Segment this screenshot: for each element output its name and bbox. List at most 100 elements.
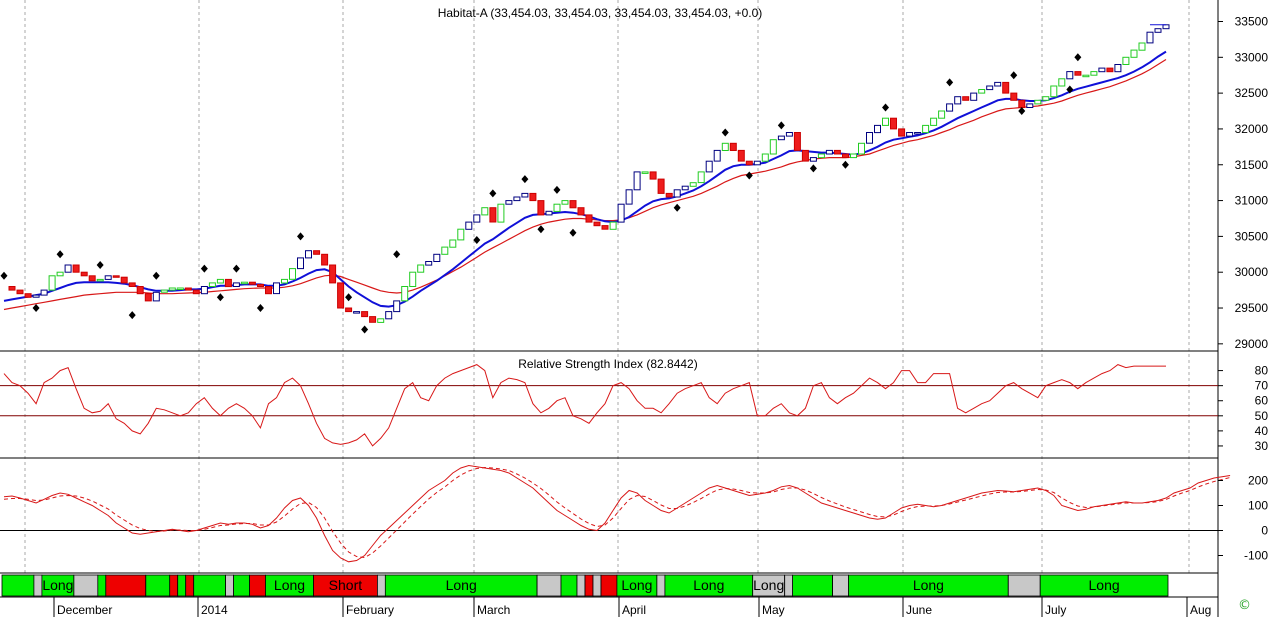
candle [377,318,385,323]
candle [898,128,906,137]
candle [842,153,849,159]
candle [345,307,353,313]
candle [761,153,769,162]
candle [777,135,785,141]
candle [561,200,569,205]
price-panel: Habitat-A (33,454.03, 33,454.03, 33,454.… [0,6,1170,334]
signal-segment [193,574,226,597]
candle [1154,28,1162,33]
y-tick-label: 33000 [1235,50,1269,64]
x-tick-label: June [906,603,932,617]
signal-marker [1074,53,1082,62]
candle [257,283,264,287]
candle [441,246,449,255]
candle [337,282,345,309]
candle [697,171,705,184]
y-axis: 2900029500300003050031000315003200032500… [1218,14,1269,563]
signal-marker [1066,85,1074,94]
candle [954,96,962,105]
candle [850,153,857,159]
signal-segment [33,574,43,597]
candle [633,171,641,191]
signal-marker [521,175,529,184]
candle [232,282,240,287]
candle [657,178,665,194]
candle [144,293,152,302]
candle [769,139,777,155]
candle [1074,71,1082,76]
candle [321,253,329,266]
candle [858,142,865,155]
candle [914,132,922,135]
candle [609,221,617,230]
signal-segment [576,574,586,597]
candle [417,264,425,273]
candle [689,182,697,187]
candle [986,85,994,91]
signal-segment [656,574,666,597]
candle [817,153,825,159]
rsi-panel: Relative Strength Index (82.8442) [0,357,1218,447]
y-tick-label: 29500 [1235,301,1269,315]
signal-marker [537,225,545,234]
candle [545,210,553,216]
x-axis: December 2014 February March April May June Jul… [0,596,1218,617]
signal-marker [946,78,954,87]
candle [785,132,793,137]
signal-segment [145,574,171,597]
y-tick-label: 60 [1255,394,1269,408]
candle [513,196,521,202]
candle [24,293,32,298]
signal-label: Long [753,577,784,593]
candle [305,250,312,259]
signal-segment [1007,574,1041,597]
candle [1130,49,1138,58]
signal-segment [185,574,195,597]
candle [40,289,48,296]
candle [1010,92,1018,101]
candle [601,225,609,230]
candle [721,142,729,152]
signal-segment [600,574,618,597]
candle [112,275,120,278]
candle [273,282,280,295]
signal-marker [809,164,817,173]
signal-marker [569,228,577,237]
candle [385,311,393,320]
candle [833,149,841,155]
candle [265,286,272,295]
candle [240,281,248,285]
candle [409,271,417,288]
candle [401,286,409,302]
candle [585,214,593,223]
copyright-icon: © [1238,598,1251,613]
candle [553,203,561,212]
candle [906,132,914,137]
signal-marker [553,185,561,194]
signal-marker [216,293,224,302]
candle [489,207,497,223]
signal-marker [297,232,305,241]
signal-marker [841,160,849,169]
signal-segment [105,574,147,597]
x-tick-label: 2014 [201,603,228,617]
signal-segment [97,574,107,597]
y-tick-label: 32000 [1235,122,1269,136]
candle [192,289,200,295]
candle [994,81,1002,87]
y-tick-label: 32500 [1235,86,1269,100]
candle [200,286,208,295]
signal-label: Long [42,577,73,593]
candle [1122,56,1130,65]
candle [649,171,657,180]
signal-segment [536,574,562,597]
signal-marker [361,325,369,334]
signal-segment [592,574,602,597]
signal-segment [73,574,99,597]
candle [160,289,168,293]
oscillator-line [3,464,1231,563]
candle [625,189,633,205]
candle [48,275,56,291]
signal-segment [560,574,578,597]
candle [369,316,377,323]
